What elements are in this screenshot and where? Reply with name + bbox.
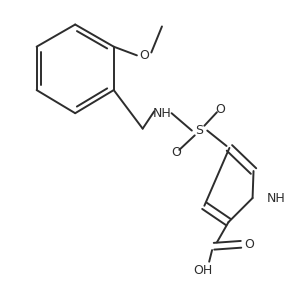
- Text: O: O: [171, 146, 181, 159]
- Text: S: S: [195, 124, 203, 137]
- Text: NH: NH: [267, 191, 286, 205]
- Text: O: O: [215, 103, 225, 116]
- Text: O: O: [245, 238, 255, 251]
- Text: NH: NH: [153, 107, 171, 120]
- Text: O: O: [140, 49, 150, 62]
- Text: OH: OH: [193, 264, 212, 277]
